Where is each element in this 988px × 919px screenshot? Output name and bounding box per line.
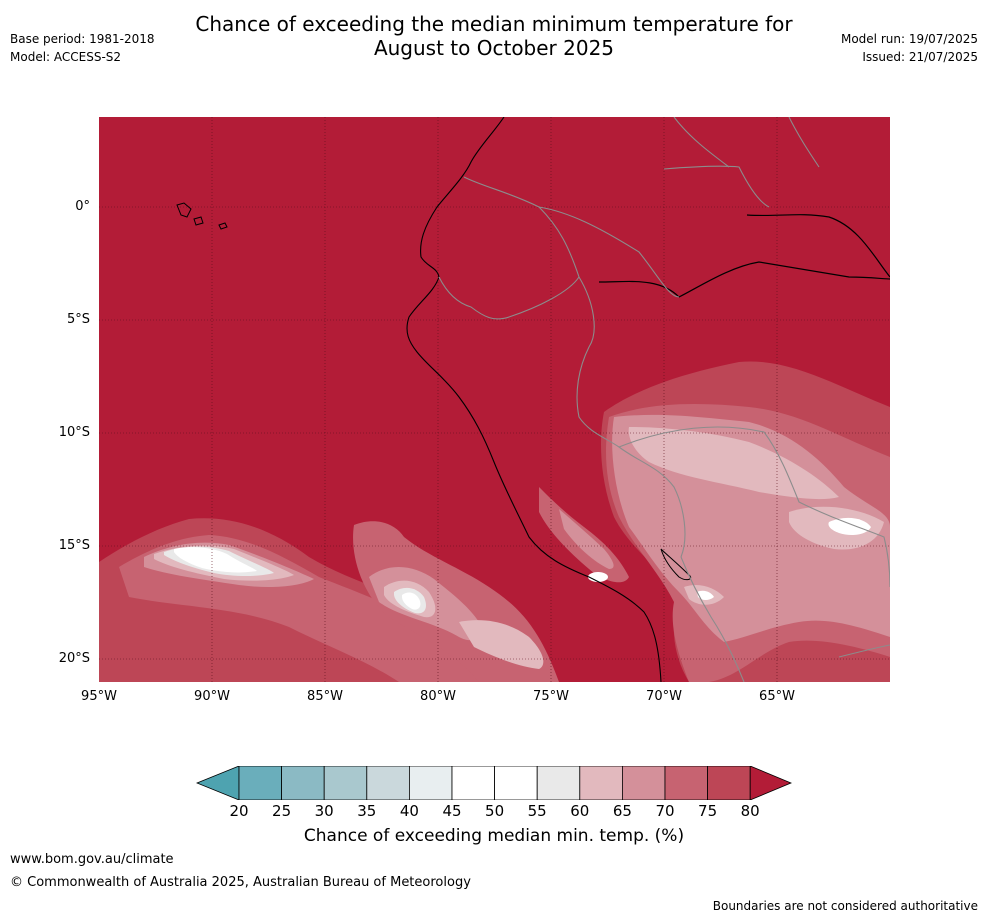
colorbar: [196, 766, 792, 800]
coastline: [406, 117, 662, 682]
colorbar-segment: [494, 766, 538, 800]
colorbar-tick-20: 20: [229, 802, 249, 820]
northern-coast: [746, 214, 890, 278]
lake-titicaca: [660, 548, 692, 581]
lat-label-20s: 20°S: [58, 651, 90, 666]
colorbar-label: Chance of exceeding median min. temp. (%…: [303, 826, 685, 846]
lat-label-10s: 10°S: [58, 425, 90, 440]
colorbar-tick-30: 30: [314, 802, 334, 820]
meta-left: Base period: 1981-2018 Model: ACCESS-S2: [10, 30, 155, 66]
colorbar-tick-45: 45: [442, 802, 462, 820]
base-period: Base period: 1981-2018: [10, 32, 155, 46]
colorbar-tick-40: 40: [399, 802, 419, 820]
colorbar-tick-75: 75: [698, 802, 718, 820]
graticule: [99, 117, 890, 682]
model-name: Model: ACCESS-S2: [10, 50, 122, 64]
lon-label-95w: 95°W: [81, 689, 117, 704]
forecast-map: [99, 117, 890, 682]
colorbar-tick-60: 60: [570, 802, 590, 820]
colorbar-segment: [621, 766, 666, 800]
footer-url: www.bom.gov.au/climate: [10, 852, 174, 867]
colorbar-segment: [664, 766, 708, 800]
ocean-plume-central: [353, 521, 559, 682]
lon-label-80w: 80°W: [420, 689, 456, 704]
lat-label-15s: 15°S: [58, 538, 90, 553]
colorbar-segment: [281, 766, 325, 800]
colorbar-arrow-high: [749, 766, 792, 800]
lat-label-5s: 5°S: [66, 312, 90, 327]
colorbar-segment: [408, 766, 453, 800]
meta-right: Model run: 19/07/2025 Issued: 21/07/2025: [841, 30, 978, 66]
lon-label-65w: 65°W: [759, 689, 795, 704]
colorbar-segment: [579, 766, 623, 800]
lon-label-70w: 70°W: [646, 689, 682, 704]
colorbar-tick-80: 80: [740, 802, 760, 820]
colorbar-segment: [707, 766, 751, 800]
colorbar-tick-65: 65: [612, 802, 632, 820]
colorbar-tick-35: 35: [357, 802, 377, 820]
lon-label-85w: 85°W: [307, 689, 343, 704]
footer-note: Boundaries are not considered authoritat…: [712, 899, 978, 913]
colorbar-tick-70: 70: [655, 802, 675, 820]
colorbar-tick-55: 55: [527, 802, 547, 820]
country-boundaries: [438, 117, 890, 682]
colorbar-segment: [366, 766, 410, 800]
map-canvas: [99, 117, 890, 682]
interior-region: [601, 361, 890, 682]
issued-date: Issued: 21/07/2025: [862, 50, 978, 64]
lon-label-90w: 90°W: [194, 689, 230, 704]
galapagos-islands: [176, 202, 228, 230]
colorbar-segment: [451, 766, 495, 800]
title-line-2: August to October 2025: [373, 36, 615, 60]
colorbar-segment: [323, 766, 368, 800]
title-line-1: Chance of exceeding the median minimum t…: [195, 12, 793, 36]
footer-copyright: © Commonwealth of Australia 2025, Austra…: [10, 875, 471, 890]
colorbar-segment: [238, 766, 282, 800]
lon-label-75w: 75°W: [533, 689, 569, 704]
colorbar-tick-50: 50: [485, 802, 505, 820]
amazon-coast: [598, 261, 890, 298]
map-title: Chance of exceeding the median minimum t…: [0, 12, 988, 60]
colorbar-segment: [536, 766, 581, 800]
colorbar-tick-25: 25: [272, 802, 292, 820]
lat-label-0: 0°: [75, 199, 90, 214]
model-run: Model run: 19/07/2025: [840, 32, 978, 46]
colorbar-arrow-low: [196, 766, 240, 800]
